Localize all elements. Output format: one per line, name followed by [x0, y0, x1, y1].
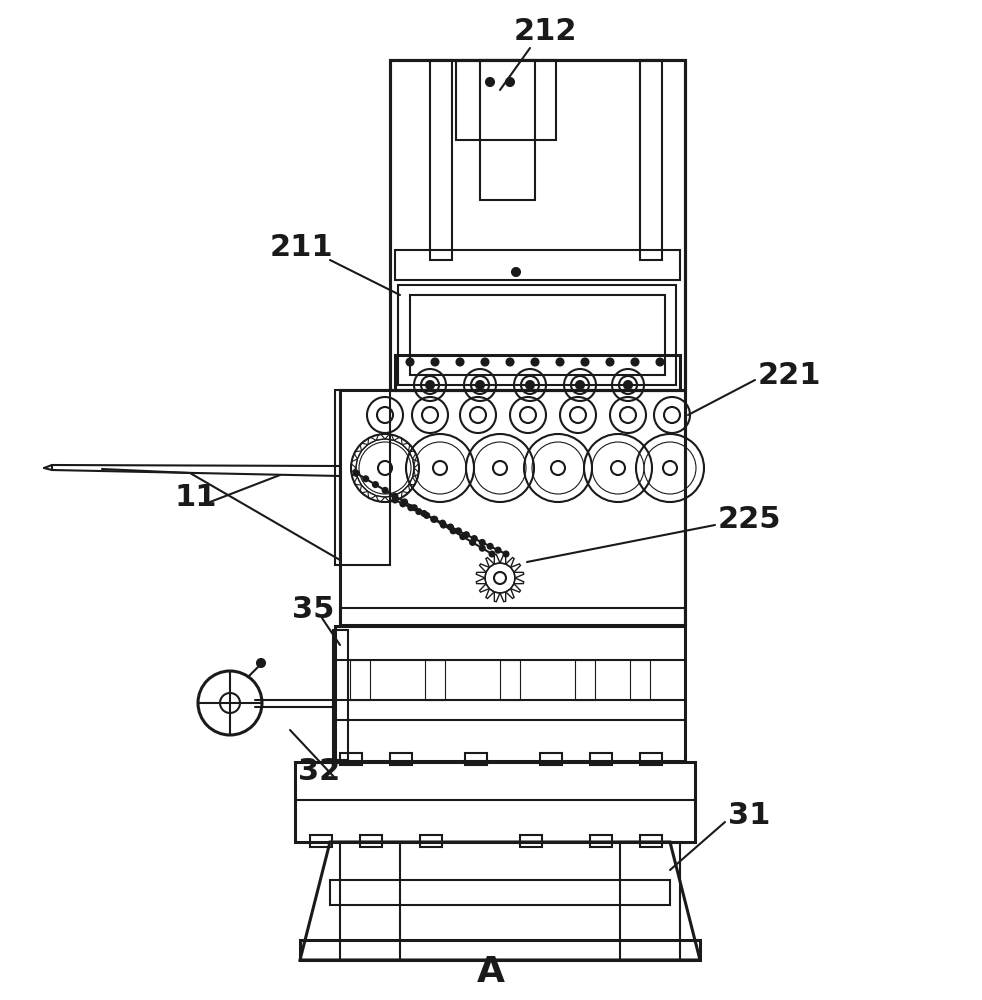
Circle shape: [431, 517, 436, 522]
Circle shape: [448, 524, 453, 530]
Bar: [333, 630, 348, 760]
Circle shape: [411, 505, 416, 510]
Bar: [340, 390, 685, 625]
Circle shape: [507, 359, 514, 365]
Circle shape: [464, 532, 468, 537]
Circle shape: [504, 552, 509, 556]
Bar: [620, 842, 680, 960]
Bar: [430, 60, 452, 260]
Bar: [395, 355, 680, 390]
Bar: [340, 753, 362, 765]
Bar: [340, 608, 685, 626]
Bar: [360, 835, 382, 847]
Bar: [350, 660, 370, 700]
Bar: [640, 753, 662, 765]
Bar: [300, 940, 700, 960]
Text: 212: 212: [514, 17, 576, 46]
Circle shape: [416, 509, 421, 514]
Bar: [398, 285, 676, 385]
Text: 35: 35: [292, 595, 335, 624]
Bar: [410, 295, 665, 375]
Bar: [295, 762, 695, 842]
Circle shape: [373, 482, 378, 487]
Circle shape: [481, 359, 488, 365]
Circle shape: [402, 499, 408, 504]
Circle shape: [631, 359, 638, 365]
Bar: [420, 835, 442, 847]
Circle shape: [354, 471, 358, 476]
Text: 31: 31: [728, 802, 770, 830]
Circle shape: [476, 381, 484, 389]
Bar: [640, 60, 662, 260]
Circle shape: [494, 572, 506, 584]
Circle shape: [657, 359, 664, 365]
Bar: [390, 60, 685, 390]
Circle shape: [488, 544, 493, 549]
Bar: [590, 835, 612, 847]
Bar: [335, 390, 390, 565]
Circle shape: [441, 523, 446, 528]
Bar: [330, 880, 670, 905]
Circle shape: [607, 359, 614, 365]
Circle shape: [451, 528, 456, 533]
Circle shape: [526, 381, 534, 389]
Circle shape: [424, 513, 429, 518]
Circle shape: [432, 517, 437, 522]
Bar: [640, 835, 662, 847]
Circle shape: [257, 659, 265, 667]
Bar: [500, 660, 520, 700]
Circle shape: [401, 501, 406, 506]
Circle shape: [461, 534, 465, 539]
Circle shape: [496, 548, 501, 553]
Bar: [390, 60, 685, 390]
Bar: [390, 753, 412, 765]
Bar: [540, 753, 562, 765]
Circle shape: [393, 497, 398, 502]
Text: 221: 221: [758, 360, 822, 389]
Circle shape: [457, 359, 464, 365]
Bar: [465, 753, 487, 765]
Bar: [575, 660, 595, 700]
Text: 32: 32: [298, 758, 340, 786]
Bar: [480, 60, 535, 200]
Bar: [310, 835, 332, 847]
Bar: [395, 250, 680, 280]
Circle shape: [512, 268, 520, 276]
Circle shape: [489, 552, 495, 556]
Circle shape: [431, 359, 439, 365]
Circle shape: [456, 528, 461, 533]
Circle shape: [393, 494, 398, 499]
Circle shape: [624, 381, 632, 389]
Circle shape: [480, 540, 485, 545]
Circle shape: [421, 511, 426, 516]
Circle shape: [363, 476, 368, 481]
Circle shape: [383, 488, 388, 493]
Bar: [425, 660, 445, 700]
Circle shape: [486, 78, 494, 86]
Circle shape: [409, 505, 413, 510]
Circle shape: [407, 359, 413, 365]
Circle shape: [480, 546, 485, 551]
Bar: [520, 835, 542, 847]
Text: 225: 225: [718, 506, 782, 534]
Bar: [456, 60, 556, 140]
Circle shape: [531, 359, 538, 365]
Circle shape: [470, 540, 475, 545]
Circle shape: [426, 381, 434, 389]
Bar: [335, 626, 685, 761]
Text: A: A: [477, 955, 505, 989]
Circle shape: [506, 78, 514, 86]
Bar: [340, 842, 400, 960]
Circle shape: [471, 536, 477, 541]
Circle shape: [557, 359, 564, 365]
Text: 211: 211: [270, 233, 334, 262]
Bar: [590, 753, 612, 765]
Circle shape: [581, 359, 588, 365]
Circle shape: [576, 381, 584, 389]
Circle shape: [440, 521, 445, 526]
Bar: [630, 660, 650, 700]
Text: 11: 11: [175, 484, 217, 512]
